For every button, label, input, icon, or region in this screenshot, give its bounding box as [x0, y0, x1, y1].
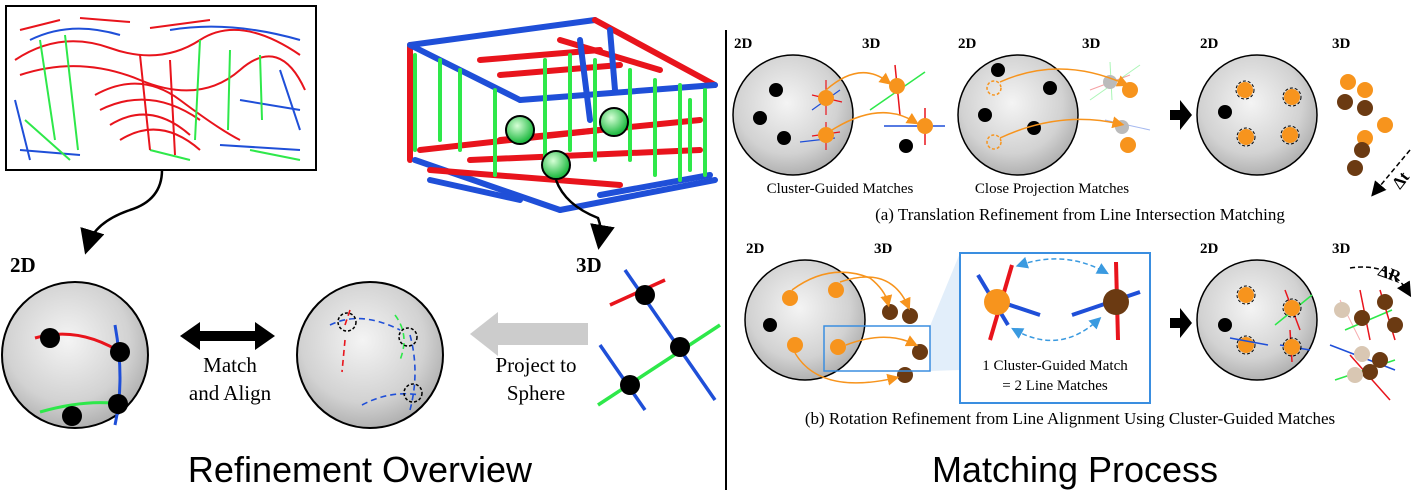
caption-close-projection: Close Projection Matches — [975, 181, 1129, 197]
panel-b-label-2d-1: 2D — [746, 241, 765, 257]
sphere-b2 — [1196, 259, 1318, 381]
result-arrow-b — [1170, 308, 1192, 338]
camera-position-marker — [505, 115, 535, 145]
panel-a-label-3d-2: 3D — [1082, 36, 1101, 52]
refinement-overview-title: Refinement Overview — [188, 449, 533, 490]
label-3d: 3D — [576, 253, 602, 277]
panorama-to-sphere-arrow — [80, 169, 164, 255]
3d-lines — [597, 269, 721, 411]
3d-points-a1 — [869, 64, 945, 153]
project-arrow — [470, 312, 588, 356]
zoom-label-line2: = 2 Line Matches — [1002, 378, 1108, 394]
3d-line-map — [407, 17, 718, 213]
panel-a-label-3d-3: 3D — [1332, 36, 1351, 52]
panel-b-label-2d-2: 2D — [1200, 241, 1219, 257]
3d-points-a3 — [1337, 74, 1393, 176]
camera-position-marker — [541, 150, 571, 180]
match-align-label-line1: Match — [203, 353, 257, 377]
camera-position-marker — [599, 107, 629, 137]
match-align-arrow — [180, 322, 275, 350]
matching-process-title: Matching Process — [932, 449, 1218, 490]
panel-a-label-2d-2: 2D — [958, 36, 977, 52]
sphere-2d — [1, 281, 149, 429]
match-align-label-line2: and Align — [189, 381, 272, 405]
delta-r-label: ΔR — [1376, 261, 1405, 287]
delta-r-arrow — [1349, 266, 1412, 298]
delta-t-arrow — [1371, 149, 1411, 197]
zoom-label-line1: 1 Cluster-Guided Match — [982, 358, 1128, 374]
zoom-box — [959, 252, 1151, 404]
project-label-line1: Project to — [495, 353, 576, 377]
panel-b-label-3d-1: 3D — [874, 241, 893, 257]
label-2d: 2D — [10, 253, 36, 277]
result-arrow-a — [1170, 100, 1192, 130]
panel-a-label-3d-1: 3D — [862, 36, 881, 52]
sphere-projected — [296, 281, 444, 429]
panel-b-label-3d-2: 3D — [1332, 241, 1351, 257]
3d-points-a2 — [1089, 61, 1151, 153]
match-arrows-a2 — [999, 68, 1130, 139]
sphere-a2 — [957, 54, 1079, 176]
sphere-a1 — [732, 54, 854, 176]
caption-b: (b) Rotation Refinement from Line Alignm… — [805, 409, 1335, 428]
zoom-connector — [930, 253, 960, 371]
project-label-line2: Sphere — [507, 381, 565, 405]
panel-a-label-2d-3: 2D — [1200, 36, 1219, 52]
panel-a-label-2d-1: 2D — [734, 36, 753, 52]
panorama-image — [5, 5, 317, 171]
3d-points-b2 — [1329, 289, 1403, 401]
map-to-3d-arrow — [554, 179, 615, 250]
zoom-source-box — [823, 325, 931, 372]
caption-cluster-guided: Cluster-Guided Matches — [767, 181, 914, 197]
match-arrows-a1 — [825, 71, 919, 131]
sphere-a3 — [1196, 54, 1318, 176]
match-arrows-b1 — [791, 271, 919, 386]
sphere-b1 — [744, 259, 866, 381]
caption-a: (a) Translation Refinement from Line Int… — [875, 205, 1285, 224]
